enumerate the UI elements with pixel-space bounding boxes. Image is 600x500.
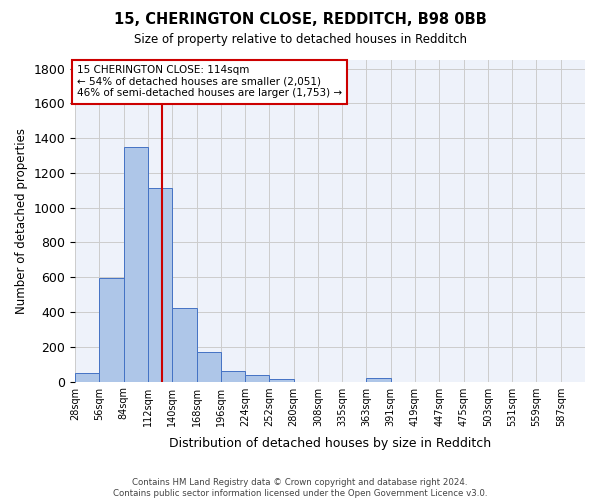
Bar (124, 147, 148, 382)
Bar (367, 378, 391, 382)
Bar (245, 375, 269, 382)
Bar (75, 373, 100, 382)
Text: 15, CHERINGTON CLOSE, REDDITCH, B98 0BB: 15, CHERINGTON CLOSE, REDDITCH, B98 0BB (113, 12, 487, 28)
Y-axis label: Number of detached properties: Number of detached properties (15, 128, 28, 314)
Bar (269, 379, 293, 382)
Bar (221, 371, 245, 382)
Text: Contains HM Land Registry data © Crown copyright and database right 2024.
Contai: Contains HM Land Registry data © Crown c… (113, 478, 487, 498)
Bar (172, 308, 197, 382)
X-axis label: Distribution of detached houses by size in Redditch: Distribution of detached houses by size … (169, 437, 491, 450)
Text: Size of property relative to detached houses in Redditch: Size of property relative to detached ho… (133, 32, 467, 46)
Bar (100, 278, 124, 382)
Bar (197, 352, 221, 382)
Bar (148, 188, 172, 382)
Text: 15 CHERINGTON CLOSE: 114sqm
← 54% of detached houses are smaller (2,051)
46% of : 15 CHERINGTON CLOSE: 114sqm ← 54% of det… (77, 65, 342, 98)
